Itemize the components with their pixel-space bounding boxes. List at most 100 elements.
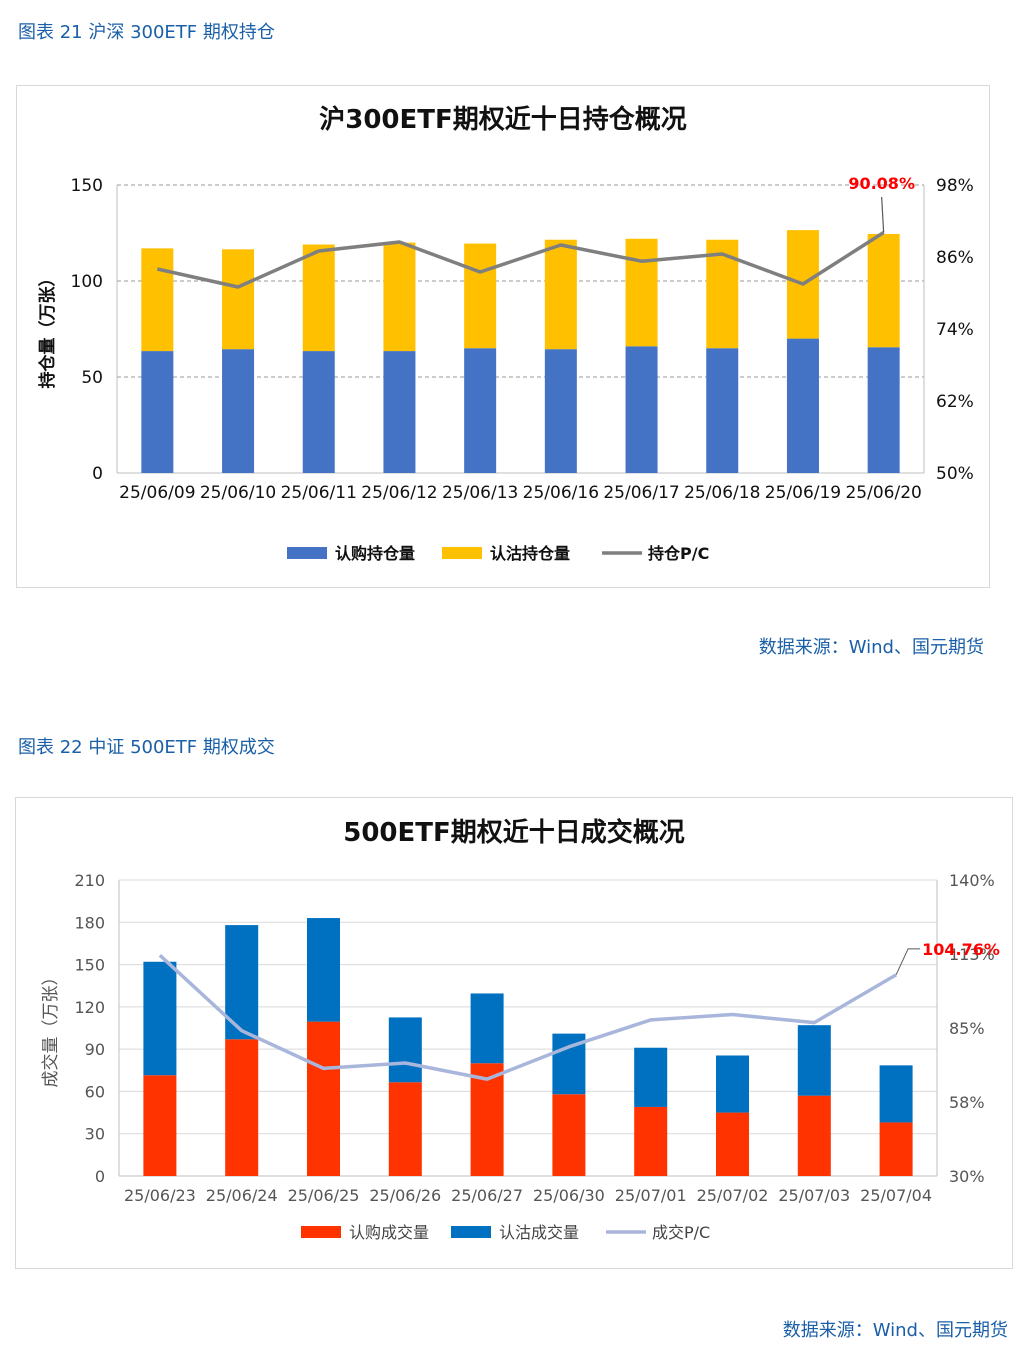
y-tick-label: 180: [74, 913, 105, 932]
x-tick-label: 25/06/11: [281, 483, 357, 503]
y2-tick-label: 98%: [936, 176, 974, 196]
legend-label: 认购持仓量: [335, 544, 415, 563]
bar-put-0: [141, 248, 174, 352]
pc-ratio-line: [156, 231, 885, 289]
bar-put-0: [143, 961, 177, 1076]
x-tick-label: 25/06/12: [361, 483, 437, 503]
bar-call-8: [786, 338, 819, 473]
bar-call-2: [307, 1021, 340, 1176]
x-tick-label: 25/06/17: [603, 483, 679, 503]
y-axis-label: 成交量（万张）: [41, 969, 61, 1088]
y-axis-label: 持仓量（万张）: [37, 270, 58, 389]
y-tick-label: 60: [85, 1082, 105, 1101]
legend-swatch: [287, 547, 327, 559]
legend-label: 认沽持仓量: [490, 544, 570, 563]
y2-tick-label: 30%: [949, 1167, 985, 1186]
x-tick-label: 25/06/25: [288, 1186, 360, 1205]
legend-swatch: [442, 547, 482, 559]
bar-call-9: [879, 1122, 913, 1176]
bar-call-9: [867, 347, 900, 473]
x-tick-label: 25/06/30: [533, 1186, 605, 1205]
legend-label: 成交P/C: [652, 1223, 710, 1242]
x-tick-label: 25/06/23: [124, 1186, 196, 1205]
x-tick-label: 25/07/02: [697, 1186, 769, 1205]
x-tick-label: 25/06/18: [684, 483, 760, 503]
legend-label: 认购成交量: [349, 1223, 429, 1242]
y2-tick-label: 86%: [936, 248, 974, 268]
x-tick-label: 25/06/27: [451, 1186, 523, 1205]
figure-21-caption: 图表 21 沪深 300ETF 期权持仓: [18, 22, 275, 43]
y2-tick-label: 140%: [949, 871, 995, 890]
y-tick-label: 210: [74, 871, 105, 890]
chart-title: 沪300ETF期权近十日持仓概况: [319, 104, 687, 135]
bar-put-7: [716, 1055, 749, 1113]
bar-call-1: [222, 349, 255, 473]
bar-call-3: [383, 351, 416, 473]
bar-call-5: [552, 1094, 586, 1176]
bar-call-6: [625, 346, 658, 473]
chart-2-box: 500ETF期权近十日成交概况 0 30 60 90 120 150 180 210 30% 58%…: [15, 797, 1013, 1269]
bar-put-4: [470, 993, 504, 1064]
bar-call-5: [544, 349, 577, 473]
x-tick-label: 25/06/10: [200, 483, 276, 503]
annotation-label: 104.76%: [922, 940, 1000, 959]
bar-call-7: [716, 1112, 749, 1176]
bar-call-7: [706, 348, 739, 473]
x-tick-label: 25/06/16: [523, 483, 599, 503]
y-tick-label: 0: [95, 1167, 105, 1186]
bar-call-4: [470, 1063, 504, 1176]
legend-swatch: [451, 1226, 491, 1238]
y2-tick-label: 62%: [936, 392, 974, 412]
bar-put-2: [302, 244, 335, 352]
bar-put-9: [879, 1065, 913, 1123]
legend-label: 认沽成交量: [499, 1223, 579, 1242]
y2-tick-label: 50%: [936, 464, 974, 484]
bar-put-4: [464, 243, 497, 349]
bar-call-1: [225, 1039, 259, 1176]
figure-22-caption: 图表 22 中证 500ETF 期权成交: [18, 737, 275, 758]
legend-label: 持仓P/C: [648, 544, 709, 563]
y2-tick-label: 113%: [949, 945, 995, 964]
bar-put-1: [222, 249, 255, 350]
bar-put-5: [544, 239, 577, 350]
bar-call-8: [797, 1095, 831, 1176]
x-tick-label: 25/06/20: [845, 483, 921, 503]
y-tick-label: 90: [85, 1040, 105, 1059]
x-tick-label: 25/06/19: [765, 483, 841, 503]
y-tick-label: 150: [71, 176, 103, 196]
bar-put-6: [634, 1047, 668, 1107]
x-tick-label: 25/07/01: [615, 1186, 687, 1205]
bar-call-6: [634, 1106, 668, 1176]
x-tick-label: 25/06/09: [119, 483, 195, 503]
chart-2-svg: 500ETF期权近十日成交概况 0 30 60 90 120 150 180 210 30% 58%…: [41, 817, 1000, 1242]
x-tick-label: 25/06/26: [369, 1186, 441, 1205]
bar-call-0: [143, 1075, 177, 1176]
bar-call-2: [302, 351, 335, 473]
x-tick-label: 25/07/04: [860, 1186, 932, 1205]
chart-1-box: 沪300ETF期权近十日持仓概况 0 50 100 150 50% 62% 74% 86% 98%…: [16, 85, 990, 588]
bar-put-3: [383, 242, 416, 352]
figure-21-source: 数据来源：Wind、国元期货: [758, 637, 984, 658]
y-tick-label: 30: [85, 1125, 105, 1144]
bar-call-3: [388, 1082, 422, 1176]
legend-swatch: [301, 1226, 341, 1238]
x-tick-label: 25/07/03: [778, 1186, 850, 1205]
bar-put-8: [797, 1025, 831, 1096]
bar-call-0: [141, 351, 174, 473]
y2-tick-label: 58%: [949, 1093, 985, 1112]
annotation-leader: [881, 196, 885, 233]
y-tick-label: 100: [71, 272, 103, 292]
chart-title: 500ETF期权近十日成交概况: [343, 817, 685, 848]
y2-tick-label: 85%: [949, 1019, 985, 1038]
y2-tick-label: 74%: [936, 320, 974, 340]
x-tick-label: 25/06/24: [206, 1186, 278, 1205]
bar-call-4: [464, 348, 497, 473]
y-tick-label: 50: [81, 368, 103, 388]
y-tick-label: 150: [74, 956, 105, 975]
x-tick-label: 25/06/13: [442, 483, 518, 503]
bar-put-6: [625, 238, 658, 347]
chart-1-svg: 沪300ETF期权近十日持仓概况 0 50 100 150 50% 62% 74% 86% 98%…: [37, 104, 974, 563]
bar-put-3: [388, 1017, 422, 1083]
y-tick-label: 0: [92, 464, 103, 484]
annotation-label: 90.08%: [848, 174, 915, 193]
